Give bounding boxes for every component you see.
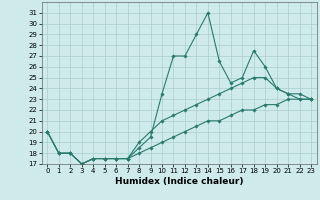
X-axis label: Humidex (Indice chaleur): Humidex (Indice chaleur) [115, 177, 244, 186]
